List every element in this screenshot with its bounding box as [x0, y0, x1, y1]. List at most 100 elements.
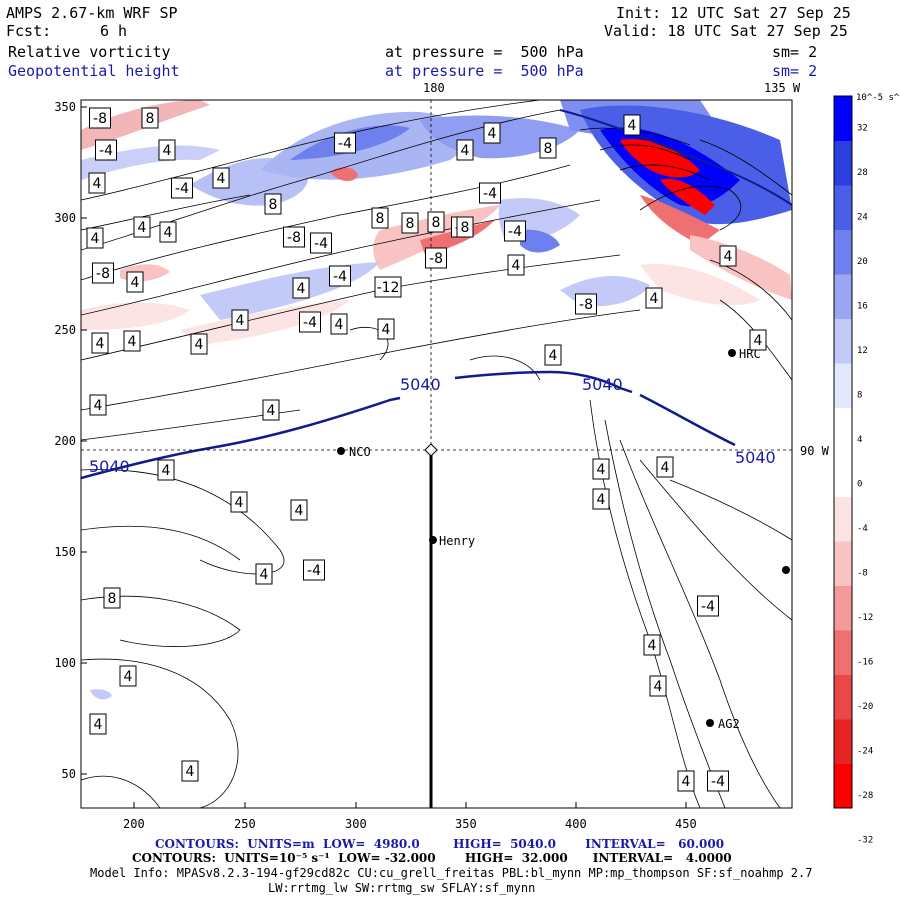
footer-model-info: Model Info: MPASv8.2.3-194-gf29cd82c CU:…: [90, 866, 813, 880]
vorticity-label-box: [677, 770, 695, 792]
valid-time: Valid: 18 UTC Sat 27 Sep 25: [604, 22, 848, 40]
forecast-hour: 6 h: [100, 22, 128, 40]
colorbar-label: 8: [857, 391, 862, 401]
vorticity-label-box: [575, 293, 597, 315]
vorticity-label: 4: [295, 503, 304, 519]
vorticity-label-box: [230, 491, 248, 513]
vorticity-label: 4: [124, 669, 133, 685]
vorticity-label: 8: [406, 216, 415, 232]
station-dot-hrc: [728, 349, 736, 357]
vorticity-label-box: [330, 313, 348, 335]
colorbar-label: 12: [857, 346, 868, 356]
y-tick-label: 200: [54, 434, 76, 448]
vorticity-label-box: [623, 114, 641, 136]
vorticity-label-box: [290, 499, 308, 521]
vorticity-label: -4: [307, 563, 321, 579]
vorticity-label: 4: [96, 336, 105, 352]
colorbar-segment: [834, 763, 852, 809]
vorticity-label-box: [334, 132, 356, 154]
footer-model-info-2: LW:rrtmg_lw SW:rrtmg_sw SFLAY:sf_mynn: [268, 881, 536, 895]
vorticity-label: 4: [138, 220, 147, 236]
vorticity-label: -4: [333, 269, 347, 285]
meridian-180-label: 180: [423, 81, 445, 95]
colorbar-label: 4: [857, 435, 862, 445]
vorticity-label-box: [707, 770, 729, 792]
vorticity-label-box: [377, 318, 395, 340]
colorbar-label: -32: [857, 836, 873, 846]
vorticity-label: 4: [94, 398, 103, 414]
station-dot-henry: [429, 536, 437, 544]
plot-frame: [80, 99, 793, 809]
vorticity-label-box: [507, 254, 525, 276]
colorbar-label: 32: [857, 124, 868, 134]
vorticity-label: -4: [483, 186, 497, 202]
colorbar-segment: [834, 140, 852, 186]
colorbar-label: 24: [857, 213, 868, 223]
vorticity-label-box: [425, 247, 447, 269]
colorbar-segment: [834, 452, 852, 497]
y-tick-label: 300: [54, 211, 76, 225]
vorticity-label: 4: [461, 143, 470, 159]
vorticity-label-box: [91, 332, 109, 354]
vorticity-label: 4: [512, 258, 521, 274]
vorticity-label-box: [427, 211, 445, 233]
vorticity-label: 4: [654, 679, 663, 695]
vorticity-label-box: [479, 182, 501, 204]
vorticity-label-box: [643, 634, 661, 656]
field-vorticity: Relative vorticity: [8, 43, 171, 61]
height-label: 5040: [400, 375, 441, 394]
pressure-level-2: at pressure = 500 hPa: [385, 62, 584, 80]
vorticity-label-box: [212, 167, 230, 189]
colorbar-label: 20: [857, 257, 868, 267]
vorticity-label-box: [92, 262, 114, 284]
vorticity-label-box: [456, 139, 474, 161]
vorticity-label-box: [88, 172, 106, 194]
vorticity-label: 4: [650, 291, 659, 307]
vorticity-label-box: [103, 587, 121, 609]
vorticity-label: 4: [335, 317, 344, 333]
vorticity-label-box: [89, 713, 107, 735]
vorticity-labels: -8 8 -4 4 4 -4 4 -4 8 4 4 8 8 4 4 4 -8 -4 8 -4 -4 -4 4 -8 8 4 -4 -1…: [86, 107, 767, 792]
colorbar-label: 16: [857, 302, 868, 312]
vorticity-label: 4: [164, 225, 173, 241]
colorbar-segment: [834, 318, 852, 364]
vorticity-label-box: [171, 177, 193, 199]
station-label-ag2: AG2: [718, 717, 740, 731]
coastline: [559, 109, 792, 206]
vorticity-label: 4: [195, 337, 204, 353]
colorbar-label: -16: [857, 658, 873, 668]
colorbar-segment: [834, 630, 852, 675]
y-tick-label: 150: [54, 545, 76, 559]
colorbar-label: -8: [857, 569, 868, 579]
vorticity-label-box: [544, 344, 562, 366]
vorticity-label: -4: [314, 236, 328, 252]
y-tick-label: 350: [54, 100, 76, 114]
colorbar-unit: 10^-5 s^-1: [856, 93, 900, 103]
vorticity-label: 4: [94, 717, 103, 733]
vorticity-label-box: [456, 216, 474, 238]
vorticity-label: 4: [217, 171, 226, 187]
vorticity-label-box: [592, 488, 610, 510]
vorticity-label-box: [89, 107, 111, 129]
y-tick-label: 100: [54, 656, 76, 670]
colorbar-segment: [834, 274, 852, 319]
vorticity-label-box: [539, 137, 557, 159]
vorticity-label-box: [89, 394, 107, 416]
colorbar-segment: [834, 585, 852, 631]
vorticity-label-box: [310, 232, 332, 254]
height-label: 5040: [735, 448, 776, 467]
vorticity-label: 4: [724, 249, 733, 265]
vorticity-label: -4: [508, 224, 522, 240]
vorticity-label-box: [181, 760, 199, 782]
vorticity-label: -8: [93, 111, 107, 127]
smoothing-2: sm= 2: [772, 62, 818, 80]
vorticity-label: 8: [269, 197, 278, 213]
vorticity-label-box: [262, 399, 280, 421]
colorbar-segment: [834, 229, 852, 275]
colorbar-label: -20: [857, 702, 873, 712]
vorticity-label: -4: [338, 136, 352, 152]
model-title: AMPS 2.67-km WRF SP: [6, 4, 178, 22]
x-tick-label: 400: [565, 817, 587, 831]
vorticity-label-box: [86, 227, 104, 249]
vorticity-label-box: [231, 309, 249, 331]
